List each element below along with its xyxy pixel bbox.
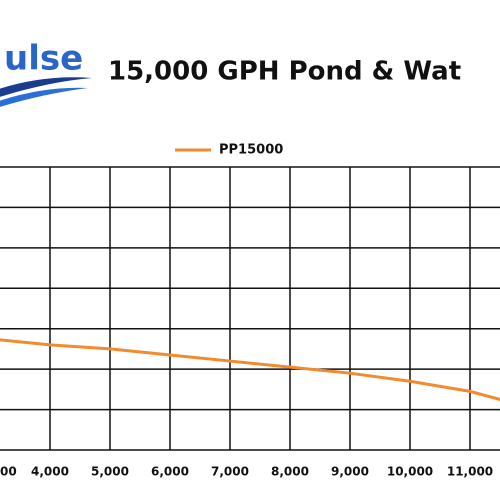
logo-swoosh xyxy=(0,77,92,97)
x-tick-label: 10,000 xyxy=(387,465,433,479)
series-line xyxy=(0,338,500,402)
x-tick-label: 9,000 xyxy=(331,465,369,479)
logo-swoosh xyxy=(0,87,88,107)
x-tick-label: 7,000 xyxy=(211,465,249,479)
x-tick-label: 5,000 xyxy=(91,465,129,479)
x-tick-label: 4,000 xyxy=(31,465,69,479)
logo-text: ulse xyxy=(4,39,83,79)
legend-label: PP15000 xyxy=(219,143,283,158)
x-tick-label: 6,000 xyxy=(151,465,189,479)
x-tick-label: 11,000 xyxy=(447,465,493,479)
x-tick-label: 8,000 xyxy=(271,465,309,479)
chart-title: 15,000 GPH Pond & Wat xyxy=(108,57,461,87)
x-tick-label: 00 xyxy=(0,465,17,479)
